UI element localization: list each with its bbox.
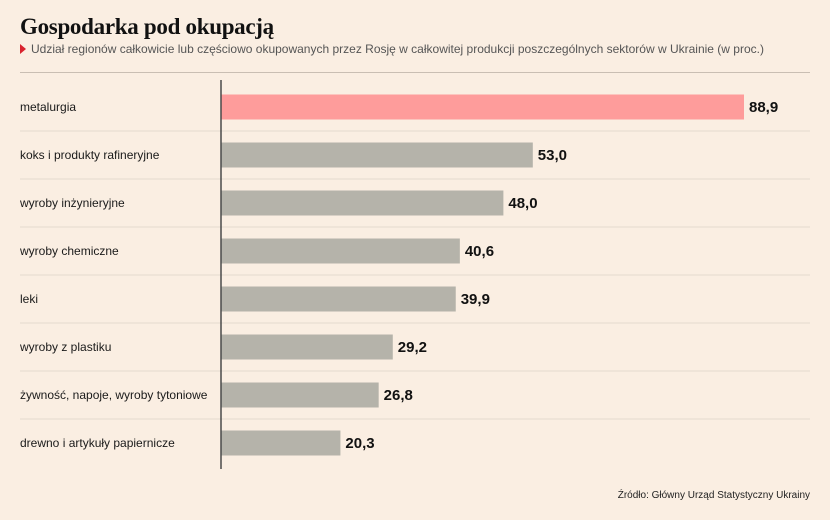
- category-label: metalurgia: [20, 100, 76, 114]
- red-triangle-icon: [20, 44, 26, 54]
- value-label: 40,6: [465, 243, 494, 260]
- bar: [221, 190, 504, 216]
- category-label: wyroby inżynieryjne: [19, 196, 125, 210]
- subtitle-text: Udział regionów całkowicie lub częściowo…: [31, 42, 764, 56]
- category-label: koks i produkty rafineryjne: [20, 148, 160, 162]
- category-label: leki: [20, 292, 38, 306]
- value-label: 39,9: [461, 291, 490, 308]
- bar: [221, 334, 393, 360]
- header-divider: [20, 72, 810, 73]
- bar: [221, 430, 341, 456]
- category-label: żywność, napoje, wyroby tytoniowe: [20, 388, 208, 402]
- bar: [221, 142, 533, 168]
- bar: [221, 382, 379, 408]
- bar: [221, 94, 744, 120]
- value-label: 20,3: [345, 435, 374, 452]
- value-label: 29,2: [398, 339, 427, 356]
- category-label: wyroby chemiczne: [19, 244, 119, 258]
- chart-title: Gospodarka pod okupacją: [20, 14, 274, 39]
- bar: [221, 286, 456, 312]
- source-note: Źródło: Główny Urząd Statystyczny Ukrain…: [617, 490, 810, 501]
- category-label: wyroby z plastiku: [19, 340, 111, 354]
- bar: [221, 238, 460, 264]
- category-label: drewno i artykuły papiernicze: [20, 436, 175, 450]
- chart-subtitle: Udział regionów całkowicie lub częściowo…: [20, 42, 764, 56]
- value-label: 88,9: [749, 99, 778, 116]
- value-label: 26,8: [384, 387, 413, 404]
- value-label: 48,0: [508, 195, 537, 212]
- bar-chart: metalurgia 88,9 koks i produkty rafineryjn…: [19, 80, 810, 469]
- value-label: 53,0: [538, 147, 567, 164]
